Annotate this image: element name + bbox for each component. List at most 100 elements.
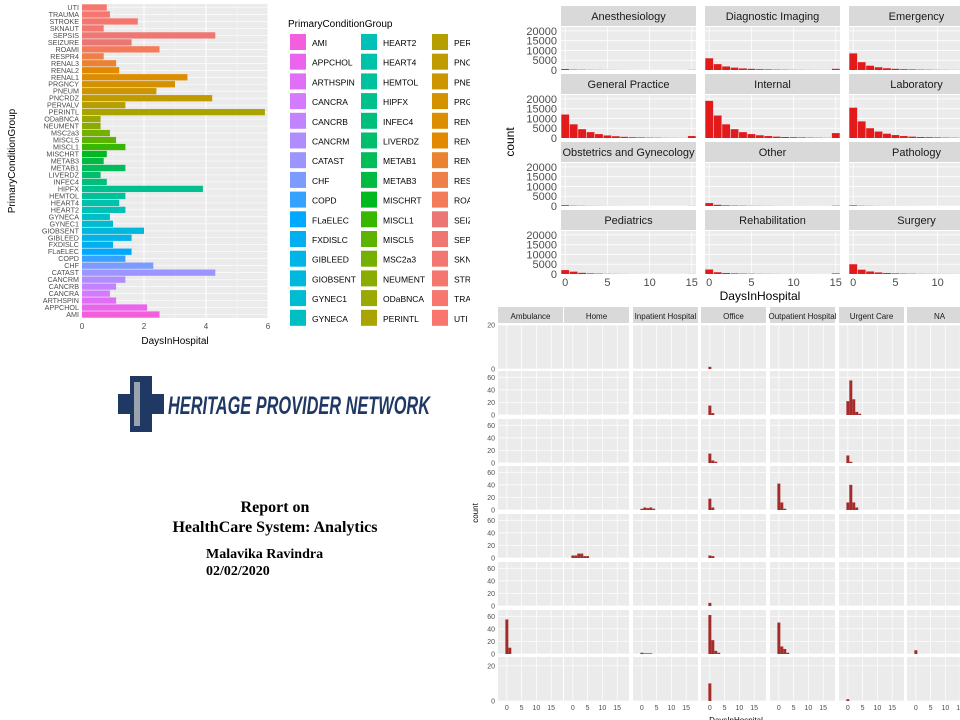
bar-gibleed [82,234,132,241]
histogram-bar [780,502,784,510]
x-tick-label: 5 [655,705,659,712]
histogram-bar [891,135,900,138]
bar-miscl1 [82,143,126,151]
facet-panel-background [633,419,698,463]
histogram-bar [508,647,512,654]
y-tick-label: PERVALV [47,101,79,110]
facet-strip [770,307,835,323]
legend-label: HEART4 [383,58,417,68]
x-tick-label: 10 [805,705,813,712]
histogram-bar [561,69,570,70]
histogram-bar [852,502,856,510]
bar-pneum [82,88,157,95]
y-tick-label: METAB3 [51,157,79,166]
histogram-bar [569,124,578,138]
histogram-bar [714,650,718,654]
y-tick-label: 0 [551,201,557,213]
histogram-bar [849,461,853,463]
x-tick-label: 5 [586,705,590,712]
histogram-bar [705,58,714,70]
histogram-bar [891,68,900,70]
y-tick-label: 0 [491,461,495,468]
facet-panel-background [839,610,904,654]
legend-swatch-heart2 [361,34,377,50]
facet-panel-background [564,514,629,558]
legend-label: SKNAUT [454,255,470,265]
histogram-bar [846,502,850,510]
facet-panel-background [498,371,563,415]
bar-pervalv [82,102,126,109]
facet-panel-background [849,95,960,138]
y-tick-label: 20 [487,663,495,670]
histogram-bar [708,555,712,558]
y-tick-label: 20 [487,591,495,598]
bar-renal2 [82,67,120,74]
bar-arthspin [82,297,117,304]
legend-swatch-roami [432,191,448,208]
legend-swatch-odabnca [361,290,377,307]
legend-label: MISCL5 [383,235,414,245]
histogram-bar [730,67,739,70]
y-tick-label: 0 [551,269,557,281]
facet-strip [561,210,696,230]
facet-panel-background [701,657,766,701]
legend-swatch-pncrdz [432,53,448,70]
bar-mischrt [82,150,107,158]
legend-label: RENAL1 [454,117,470,127]
histogram-bar [708,498,712,510]
facet-panel-background [839,657,904,701]
y-tick-label: 10000 [526,45,557,57]
histogram-bar [781,137,790,138]
facet-strip-label: Rehabilitation [739,215,806,227]
facet-strip-label: General Practice [588,79,670,91]
histogram-bar [764,69,773,70]
y-tick-label: 0 [551,65,557,77]
facet-strip [849,142,960,162]
y-tick-label: CHF [64,261,79,270]
histogram-bar [783,648,787,654]
legend-label: CATAST [312,156,344,166]
y-tick-label: CATAST [52,268,80,277]
facet-strip-label: Pediatrics [604,215,653,227]
histogram-bar [646,653,650,654]
facet-panel-background [633,610,698,654]
legend-swatch-gyneca [290,309,306,326]
legend-swatch-perintl [361,309,377,326]
facet-strip [705,142,840,162]
report-title-line1: Report on [240,499,310,516]
facet-strip [701,307,766,323]
histogram-bar [789,137,798,138]
facet-strip [907,307,960,323]
facet-strip [561,74,696,94]
x-tick-label: 15 [547,705,555,712]
histogram-bar [874,131,883,138]
histogram-bar [708,405,712,415]
legend-label: RESPR4 [454,176,470,186]
histogram-bar [578,129,587,138]
legend-label: PRGNCY [454,97,470,107]
y-tick-label: ARTHSPIN [43,296,79,305]
y-tick-label: SEIZURE [48,38,79,47]
bar-heart2 [82,206,126,213]
legend-label: GIBLEED [312,255,349,265]
histogram-bar [646,508,650,510]
bar-copd [82,255,126,262]
x-tick-label: 0 [571,705,575,712]
legend-label: PERINTL [383,314,419,324]
histogram-bar [764,136,773,138]
x-tick-label: 2 [142,322,147,331]
histogram-bar [571,555,575,558]
facet-strip [705,210,840,230]
x-tick-label: 0 [505,705,509,712]
y-tick-label: HEART4 [51,198,79,207]
y-tick-label: 40 [487,626,495,633]
histogram-bar [891,273,900,274]
facet-strip [839,307,904,323]
bar-miscl5 [82,136,117,144]
facet-panel-background [633,325,698,369]
x-tick-label: 0 [706,277,712,289]
histogram-bar [846,401,850,415]
y-tick-label: GYNEC1 [49,219,79,228]
y-tick-label: 60 [487,375,495,382]
y-tick-label: 20 [487,639,495,646]
